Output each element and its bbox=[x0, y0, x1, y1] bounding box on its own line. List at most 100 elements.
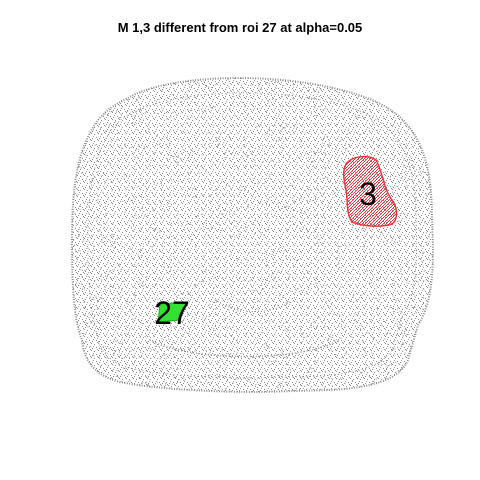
brain-point bbox=[254, 183, 256, 184]
brain-point bbox=[233, 124, 235, 126]
brain-point bbox=[244, 292, 246, 294]
brain-point bbox=[406, 261, 408, 263]
brain-point bbox=[292, 73, 293, 74]
brain-point bbox=[230, 236, 232, 237]
brain-point bbox=[98, 80, 100, 81]
brain-point bbox=[225, 209, 227, 211]
brain-point bbox=[284, 206, 286, 208]
brain-point bbox=[310, 111, 312, 113]
brain-point bbox=[394, 348, 396, 350]
brain-point bbox=[170, 379, 172, 381]
brain-point bbox=[415, 345, 416, 347]
brain-point bbox=[274, 305, 276, 306]
brain-point bbox=[134, 292, 136, 294]
brain-point bbox=[192, 233, 194, 235]
brain-point bbox=[222, 113, 224, 115]
brain-point bbox=[100, 297, 102, 299]
brain-point bbox=[284, 329, 286, 331]
brain-point bbox=[110, 245, 112, 247]
brain-point bbox=[105, 346, 107, 348]
brain-point bbox=[219, 136, 221, 138]
brain-point bbox=[124, 143, 126, 145]
brain-point bbox=[409, 349, 411, 351]
brain-point bbox=[415, 280, 417, 282]
brain-point bbox=[288, 80, 290, 82]
brain-point bbox=[183, 377, 185, 379]
brain-point bbox=[191, 150, 193, 152]
brain-point bbox=[277, 374, 279, 376]
brain-point bbox=[292, 78, 294, 80]
brain-point bbox=[293, 125, 295, 127]
brain-point bbox=[220, 229, 222, 231]
brain-point bbox=[213, 287, 215, 289]
brain-point bbox=[137, 234, 139, 236]
brain-point bbox=[168, 338, 170, 340]
brain-point bbox=[406, 213, 408, 215]
brain-point bbox=[334, 284, 336, 286]
brain-point bbox=[143, 148, 145, 150]
brain-point bbox=[274, 99, 276, 101]
brain-point bbox=[369, 230, 371, 231]
brain-point bbox=[398, 135, 400, 137]
brain-point bbox=[94, 268, 96, 270]
brain-point bbox=[79, 250, 81, 252]
brain-point bbox=[376, 78, 378, 79]
brain-point bbox=[320, 88, 322, 90]
brain-point bbox=[88, 317, 90, 319]
brain-point bbox=[307, 186, 309, 188]
brain-point bbox=[277, 304, 279, 306]
brain-point bbox=[386, 333, 388, 335]
brain-point bbox=[217, 145, 218, 147]
brain-point bbox=[316, 236, 318, 238]
brain-point bbox=[414, 106, 416, 108]
brain-point bbox=[112, 353, 114, 355]
brain-point bbox=[309, 170, 311, 172]
brain-point bbox=[340, 78, 342, 80]
brain-point bbox=[148, 242, 149, 244]
brain-point bbox=[314, 98, 315, 100]
brain-point bbox=[101, 234, 102, 236]
brain-point bbox=[89, 123, 91, 125]
brain-point bbox=[139, 120, 141, 122]
brain-point bbox=[232, 82, 234, 84]
brain-point bbox=[362, 226, 364, 228]
brain-point bbox=[371, 381, 373, 382]
brain-point bbox=[123, 280, 125, 282]
brain-point bbox=[93, 355, 95, 357]
brain-point bbox=[152, 245, 154, 247]
brain-point bbox=[115, 340, 117, 342]
brain-point bbox=[105, 212, 107, 214]
brain-point bbox=[234, 374, 236, 376]
brain-point bbox=[248, 303, 250, 305]
brain-point bbox=[349, 284, 351, 286]
brain-point bbox=[243, 280, 245, 282]
brain-point bbox=[409, 178, 411, 180]
brain-point bbox=[110, 278, 112, 280]
brain-point bbox=[133, 294, 135, 296]
brain-point bbox=[199, 228, 201, 230]
brain-point bbox=[141, 196, 142, 198]
brain-point bbox=[278, 137, 280, 139]
brain-point bbox=[186, 221, 188, 222]
brain-point bbox=[368, 127, 370, 129]
brain-point bbox=[392, 74, 393, 75]
brain-point bbox=[112, 269, 114, 271]
brain-point bbox=[402, 344, 404, 346]
brain-point bbox=[146, 261, 148, 263]
brain-point bbox=[325, 345, 327, 347]
brain-point bbox=[274, 277, 276, 279]
brain-point bbox=[252, 306, 254, 308]
brain-point bbox=[212, 210, 214, 212]
brain-point bbox=[323, 138, 324, 140]
brain-point bbox=[171, 236, 173, 238]
brain-point bbox=[200, 116, 202, 118]
brain-point bbox=[196, 197, 198, 198]
brain-point bbox=[241, 352, 243, 354]
brain-point bbox=[396, 335, 398, 336]
brain-point bbox=[97, 198, 99, 200]
brain-point bbox=[279, 295, 281, 297]
brain-point bbox=[323, 137, 325, 139]
brain-point bbox=[298, 363, 300, 365]
brain-point bbox=[313, 74, 314, 75]
brain-point bbox=[418, 181, 420, 183]
